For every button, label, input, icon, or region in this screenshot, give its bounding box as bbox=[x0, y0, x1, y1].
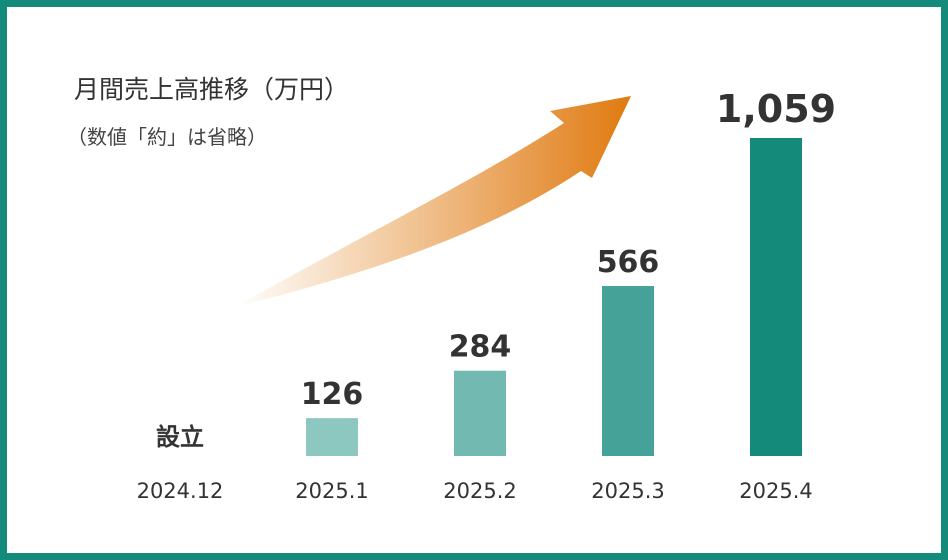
bar bbox=[602, 286, 654, 456]
growth-trend-arrow bbox=[235, 96, 631, 307]
bar-value-label: 284 bbox=[449, 330, 512, 365]
bar-value-label: 1,059 bbox=[716, 87, 836, 131]
chart-subtitle: （数値「約」は省略） bbox=[67, 125, 267, 149]
bar-value-label: 566 bbox=[597, 245, 660, 280]
x-tick-label: 2025.2 bbox=[443, 479, 516, 503]
bar-series: 2024.12 設立 2025.1 126 2025.2 284 2025.3 566 2025… bbox=[137, 87, 837, 503]
chart-title: 月間売上高推移（万円） bbox=[74, 75, 349, 104]
x-tick-label: 2025.3 bbox=[591, 479, 664, 503]
founded-label: 設立 bbox=[156, 423, 204, 451]
bar bbox=[454, 370, 506, 456]
bar bbox=[750, 138, 802, 456]
x-tick-label: 2025.1 bbox=[295, 479, 368, 503]
bar bbox=[306, 418, 358, 456]
x-tick-label: 2024.12 bbox=[137, 479, 224, 503]
revenue-bar-chart: 月間売上高推移（万円） （数値「約」は省略） 2024.12 設立 2025.1 12… bbox=[67, 75, 837, 503]
bar-value-label: 126 bbox=[301, 377, 364, 412]
x-tick-label: 2025.4 bbox=[739, 479, 812, 503]
